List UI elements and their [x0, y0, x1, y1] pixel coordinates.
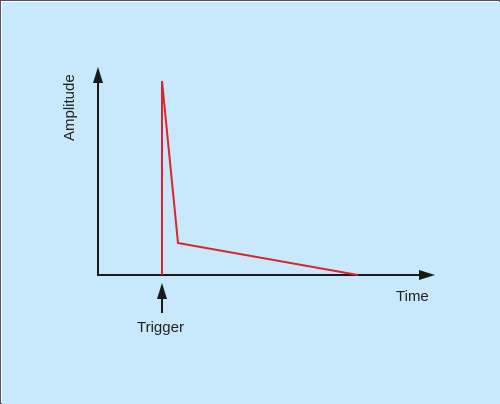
signal-waveform [161, 80, 359, 276]
y-axis-label: Amplitude [61, 74, 78, 141]
trigger-label: Trigger [137, 319, 184, 336]
x-axis-label: Time [396, 288, 429, 305]
y-axis-arrowhead-icon [93, 67, 103, 83]
x-axis-arrowhead-icon [419, 270, 435, 280]
trigger-arrow-icon [157, 283, 167, 299]
